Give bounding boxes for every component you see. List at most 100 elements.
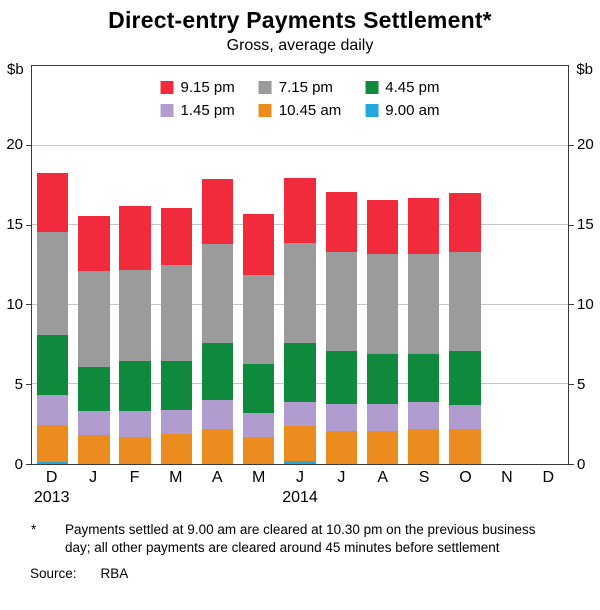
axis-tick-right-20: [569, 145, 574, 147]
legend-item-9-00-am: 9.00 am: [365, 102, 439, 119]
bar-segment-7-15-pm: [160, 265, 192, 361]
bar-1-J: [78, 66, 110, 464]
bar-3-M: [160, 66, 192, 464]
bar-segment-1-45-pm: [408, 401, 440, 429]
bar-segment-7-15-pm: [366, 253, 399, 355]
axis-tick-right-10: [569, 304, 574, 306]
legend-item-10-45-am: 10.45 am: [258, 102, 342, 119]
bar-segment-10-45-am: [119, 436, 151, 464]
axis-tick-right-0: [569, 463, 574, 465]
y-axis-unit-left: $b: [7, 61, 24, 78]
y-tick-label-10: 10: [6, 296, 23, 313]
bar-segment-10-45-am: [449, 428, 481, 464]
y-tick-label-5: 5: [577, 376, 586, 393]
bar-segment-10-45-am: [201, 428, 234, 464]
x-tick-label-5: M: [251, 469, 266, 486]
bar-segment-1-45-pm: [243, 413, 275, 437]
legend: 9.15 pm 7.15 pm 4.45 pm 1.45 pm 10.45 am 9.00…: [160, 79, 440, 119]
bar-segment-7-15-pm: [408, 253, 440, 355]
bar-segment-9-15-pm: [119, 206, 151, 270]
bar-segment-4-45-pm: [119, 360, 151, 412]
y-axis-right: 0 5 10 15 20: [574, 65, 600, 473]
bar-segment-4-45-pm: [284, 343, 316, 402]
bar-8-A: [366, 66, 399, 464]
y-tick-label-5: 5: [14, 376, 23, 393]
x-tick-label-8: A: [377, 469, 389, 486]
y-tick-label-15: 15: [6, 216, 23, 233]
y-tick-label-0: 0: [14, 456, 23, 473]
bar-segment-9-15-pm: [36, 172, 69, 232]
bar-segment-7-15-pm: [78, 271, 110, 367]
bar-segment-10-45-am: [408, 428, 440, 464]
bar-4-A: [201, 66, 234, 464]
bar-segment-1-45-pm: [284, 401, 316, 426]
bar-segment-10-45-am: [325, 430, 357, 464]
x-tick-label-0: D: [45, 469, 58, 486]
bar-segment-9-15-pm: [284, 177, 316, 243]
axis-tick-right-5: [569, 383, 574, 385]
legend-label-4-45-pm: 4.45 pm: [385, 79, 440, 96]
x-tick-label-1: J: [89, 469, 98, 486]
bar-segment-10-45-am: [78, 435, 110, 464]
chart-subtitle: Gross, average daily: [226, 37, 374, 54]
y-tick-label-20: 20: [577, 136, 594, 153]
bar-segment-4-45-pm: [160, 360, 192, 410]
bar-segment-10-45-am: [243, 436, 275, 464]
bar-9-S: [408, 66, 440, 464]
bar-10-O: [449, 66, 481, 464]
x-tick-label-2: F: [129, 469, 140, 486]
bar-segment-7-15-pm: [243, 274, 275, 364]
bar-segment-9-15-pm: [201, 179, 234, 245]
legend-swatch-7-15-pm: [258, 81, 272, 94]
bar-segment-4-45-pm: [408, 354, 440, 402]
x-tick-label-9: S: [418, 469, 430, 486]
legend-label-9-00-am: 9.00 am: [385, 102, 440, 119]
bar-segment-9-15-pm: [325, 191, 357, 253]
bar-segment-9-15-pm: [243, 214, 275, 275]
y-axis-unit-right: $b: [576, 61, 593, 78]
bar-segment-1-45-pm: [36, 394, 69, 426]
footnote-marker: *: [31, 522, 37, 537]
y-tick-label-0: 0: [577, 456, 586, 473]
bar-segment-9-00-am: [36, 461, 69, 464]
axis-tick-left-15: [26, 224, 31, 226]
source-label: Source:: [30, 566, 77, 582]
legend-label-1-45-pm: 1.45 pm: [180, 102, 235, 119]
bar-segment-7-15-pm: [201, 244, 234, 344]
plot-area: 9.15 pm 7.15 pm 4.45 pm 1.45 pm 10.45 am 9.00…: [26, 65, 574, 465]
footnote: * Payments settled at 9.00 am are cleare…: [0, 521, 600, 557]
y-tick-label-10: 10: [577, 296, 594, 313]
x-tick-label-4: A: [211, 469, 223, 486]
bar-segment-1-45-pm: [119, 411, 151, 437]
bar-segment-4-45-pm: [201, 343, 234, 401]
legend-swatch-9-00-am: [365, 104, 379, 117]
bar-segment-1-45-pm: [366, 403, 399, 431]
chart-title: Direct-entry Payments Settlement*: [108, 7, 492, 33]
x-tick-label-12: D: [542, 469, 555, 486]
bar-segment-4-45-pm: [36, 335, 69, 395]
source: Source: RBA: [0, 566, 600, 581]
legend-swatch-1-45-pm: [160, 104, 174, 117]
bar-segment-9-15-pm: [160, 207, 192, 266]
legend-item-9-15-pm: 9.15 pm: [160, 79, 235, 96]
bar-7-J: [325, 66, 357, 464]
bar-segment-1-45-pm: [449, 405, 481, 429]
legend-item-7-15-pm: 7.15 pm: [258, 79, 342, 96]
legend-label-9-15-pm: 9.15 pm: [180, 79, 235, 96]
bar-segment-7-15-pm: [36, 231, 69, 336]
axis-tick-left-5: [26, 383, 31, 385]
bar-segment-1-45-pm: [160, 409, 192, 434]
axis-tick-right-15: [569, 224, 574, 226]
bar-segment-4-45-pm: [366, 354, 399, 404]
bar-segment-10-45-am: [284, 425, 316, 461]
legend-label-10-45-am: 10.45 am: [278, 102, 342, 119]
chart-area: $b $b 0 5 10 15 20 9.15 pm 7.15 pm 4.45 pm 1.45…: [0, 59, 600, 507]
bar-segment-9-15-pm: [78, 215, 110, 272]
source-value: RBA: [100, 566, 129, 582]
bar-segment-7-15-pm: [325, 252, 357, 351]
bar-segment-9-15-pm: [408, 198, 440, 254]
bar-segment-4-45-pm: [78, 366, 110, 412]
bar-segment-7-15-pm: [119, 269, 151, 361]
